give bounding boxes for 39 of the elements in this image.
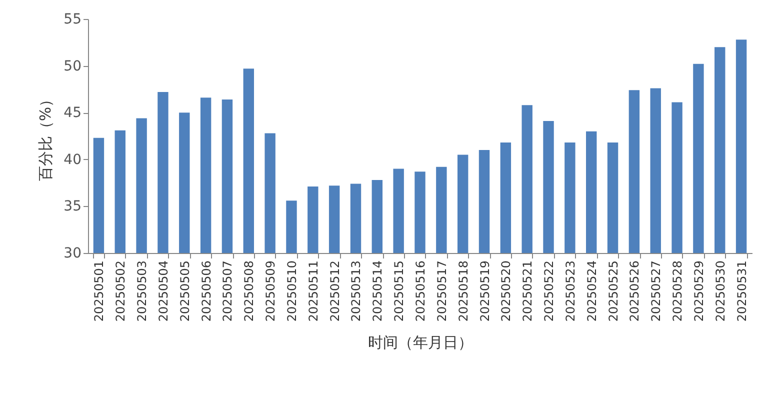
x-tick-label: 20250524: [584, 260, 599, 322]
y-tick-label: 40: [64, 152, 82, 168]
x-tick-label: 20250502: [114, 260, 128, 322]
x-tick-label: 20250525: [606, 260, 620, 322]
y-tick-label: 35: [64, 198, 82, 215]
x-tick-label: 20250527: [649, 260, 664, 322]
x-tick-label: 20250520: [499, 260, 514, 322]
x-tick-label: 20250505: [178, 260, 192, 322]
x-tick-label: 20250503: [135, 260, 150, 322]
x-tick-label: 20250506: [199, 260, 214, 322]
y-axis-title: 百分比（%）: [36, 92, 55, 182]
x-tick-label: 20250521: [520, 260, 535, 322]
x-axis-title: 时间（年月日）: [368, 334, 473, 352]
y-tick-label: 55: [64, 12, 82, 28]
x-tick-label: 20250515: [392, 260, 406, 322]
x-tick-label: 20250531: [734, 260, 749, 322]
x-tick-label: 20250512: [328, 260, 342, 322]
x-tick-label: 20250529: [692, 260, 706, 322]
x-tick-label: 20250516: [414, 260, 428, 322]
y-tick-label: 30: [64, 246, 82, 262]
x-tick-label: 20250509: [264, 260, 278, 322]
x-tick-label: 20250530: [713, 260, 728, 322]
y-tick-label: 45: [64, 105, 82, 122]
x-tick-label: 20250513: [349, 260, 364, 322]
x-tick-label: 20250522: [542, 260, 556, 322]
x-tick-label: 20250528: [670, 260, 685, 322]
x-tick-label: 20250519: [478, 260, 492, 322]
x-tick-label: 20250511: [306, 260, 320, 322]
y-tick-label: 50: [64, 58, 82, 74]
x-tick-label: 20250514: [370, 260, 385, 322]
x-tick-label: 20250523: [563, 260, 578, 322]
x-tick-label: 20250501: [92, 260, 106, 322]
x-tick-label: 20250510: [284, 260, 299, 322]
x-tick-label: 20250526: [628, 260, 642, 322]
x-tick-label: 20250508: [242, 260, 256, 322]
x-tick-label: 20250507: [220, 260, 235, 322]
x-tick-label: 20250504: [156, 260, 170, 322]
x-tick-label: 20250517: [434, 260, 449, 322]
x-tick-label: 20250518: [456, 260, 470, 322]
